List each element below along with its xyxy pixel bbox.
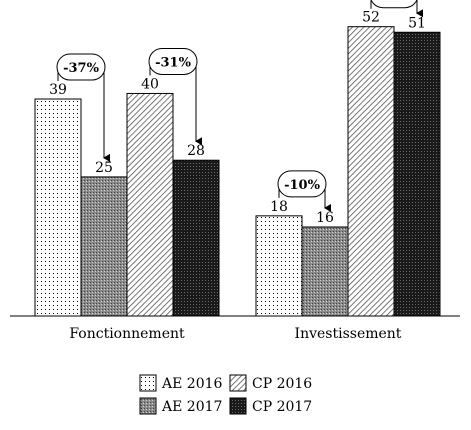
change-annotations-layer: -37% -31% -10% -2%: [56, 0, 423, 212]
category-labels-layer: Fonctionnement Investissement: [69, 326, 401, 342]
legend-swatch-cp-2016: [229, 374, 247, 392]
value-label-investissement-cp-2017: 51: [408, 15, 426, 31]
legend-swatch-ae-2017: [139, 397, 157, 415]
value-label-investissement-cp-2016: 52: [362, 10, 380, 26]
change-label-investissement-3: -2%: [381, 0, 408, 4]
change-arrow-investissement-3: [370, 0, 423, 18]
change-label-fonctionnement-1: -31%: [155, 55, 191, 70]
bar-investissement-cp-2016: [347, 26, 395, 317]
change-label-fonctionnement-0: -37%: [63, 61, 99, 76]
legend-label-cp-2016: CP 2016: [252, 376, 312, 392]
legend: AE 2016 AE 2017 CP 2016 CP 2017: [139, 374, 312, 415]
change-badge-fonctionnement-1: [148, 47, 198, 75]
value-label-fonctionnement-cp-2016: 40: [141, 76, 159, 92]
value-labels-layer: 39 25 40 28 18 16 52 51: [49, 10, 426, 226]
bar-investissement-cp-2017: [393, 31, 441, 317]
legend-label-cp-2017: CP 2017: [252, 399, 312, 415]
value-label-fonctionnement-ae-2016: 39: [49, 82, 67, 98]
change-badge-investissement-2: [277, 170, 327, 198]
change-label-investissement-2: -10%: [284, 178, 320, 193]
value-label-fonctionnement-cp-2017: 28: [187, 143, 205, 159]
change-badge-investissement-3: [370, 0, 418, 9]
value-label-investissement-ae-2017: 16: [316, 210, 334, 226]
bar-investissement-ae-2017: [301, 226, 349, 317]
bar-fonctionnement-ae-2017: [80, 176, 128, 317]
category-label-investissement: Investissement: [295, 326, 402, 342]
bar-fonctionnement-cp-2017: [172, 159, 220, 317]
value-label-investissement-ae-2016: 18: [270, 199, 288, 215]
change-badge-fonctionnement-0: [56, 53, 106, 81]
legend-swatch-ae-2016: [139, 374, 157, 392]
bar-investissement-ae-2016: [255, 215, 303, 317]
legend-swatch-cp-2017: [229, 397, 247, 415]
value-label-fonctionnement-ae-2017: 25: [95, 160, 113, 176]
legend-label-ae-2016: AE 2016: [161, 376, 223, 392]
bars-layer: [34, 26, 441, 317]
legend-label-ae-2017: AE 2017: [161, 399, 222, 415]
bar-fonctionnement-cp-2016: [126, 92, 174, 317]
bar-fonctionnement-ae-2016: [34, 98, 82, 317]
category-label-fonctionnement: Fonctionnement: [69, 326, 185, 342]
